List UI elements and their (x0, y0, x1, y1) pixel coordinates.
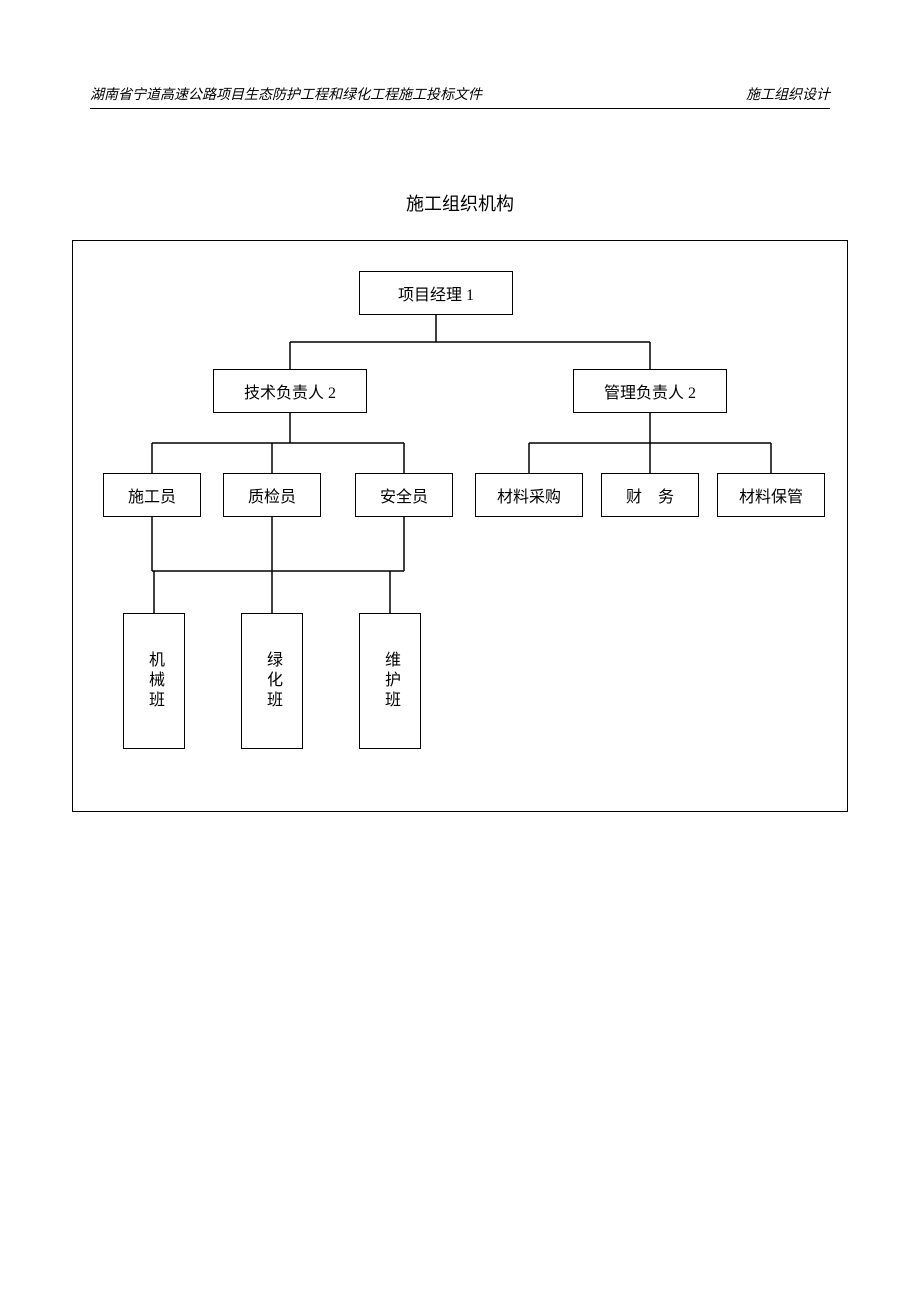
header-right: 施工组织设计 (746, 84, 830, 104)
org-node-sg: 施工员 (103, 473, 201, 517)
diagram-title: 施工组织机构 (0, 190, 920, 216)
org-chart-container: 项目经理 1 技术负责人 2 管理负责人 2 施工员质检员安全员材料采购财 务材料保管… (72, 240, 848, 812)
page-header: 湖南省宁道高速公路项目生态防护工程和绿化工程施工投标文件 施工组织设计 (90, 84, 830, 104)
org-node-wh: 维护班 (359, 613, 421, 749)
org-node-jx: 机械班 (123, 613, 185, 749)
org-node-aq: 安全员 (355, 473, 453, 517)
org-node-root: 项目经理 1 (359, 271, 513, 315)
org-node-lh: 绿化班 (241, 613, 303, 749)
org-node-cg: 材料采购 (475, 473, 583, 517)
org-node-mgmt: 管理负责人 2 (573, 369, 727, 413)
org-node-bg: 材料保管 (717, 473, 825, 517)
org-node-zj: 质检员 (223, 473, 321, 517)
header-divider (90, 108, 830, 109)
org-node-cw: 财 务 (601, 473, 699, 517)
org-node-tech: 技术负责人 2 (213, 369, 367, 413)
header-left: 湖南省宁道高速公路项目生态防护工程和绿化工程施工投标文件 (90, 84, 482, 104)
org-chart-connectors (73, 241, 847, 811)
